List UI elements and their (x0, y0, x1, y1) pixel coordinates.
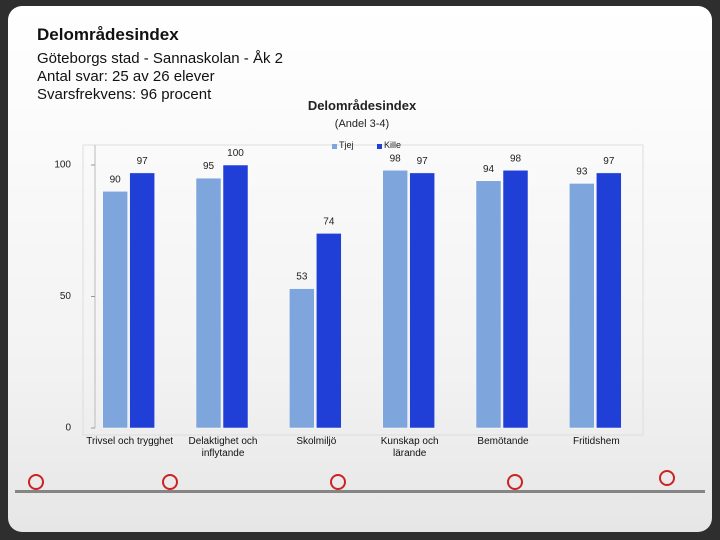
bar (195, 177, 222, 429)
chart-title: Delområdesindex (308, 98, 417, 113)
value-label: 74 (323, 216, 335, 227)
bar (316, 233, 342, 429)
value-label: 93 (576, 166, 588, 177)
value-label: 98 (510, 153, 522, 164)
bar (596, 172, 622, 429)
bar (222, 164, 249, 429)
value-label: 97 (603, 156, 615, 167)
bar (569, 183, 595, 429)
x-tick-label: Kunskap och lärande (380, 436, 439, 459)
y-tick-label: 0 (65, 423, 71, 434)
y-tick-label: 100 (54, 160, 71, 171)
value-label: 53 (296, 272, 308, 283)
bar (129, 172, 155, 429)
x-tick-label: Trivsel och trygghet (86, 436, 174, 447)
bar (409, 172, 435, 429)
x-tick-label: Skolmiljö (296, 436, 337, 447)
legend-label: Kille (384, 140, 401, 150)
chart-subtitle: (Andel 3-4) (335, 118, 389, 130)
bar (289, 288, 315, 429)
slide-title: Delområdesindex (37, 25, 179, 44)
bar (102, 191, 128, 429)
bar (475, 180, 502, 429)
y-tick-label: 50 (60, 291, 72, 302)
info-line: Svarsfrekvens: 96 procent (37, 86, 212, 103)
value-label: 94 (483, 164, 495, 175)
value-label: 95 (203, 161, 215, 172)
x-tick-label: Fritidshem (572, 436, 620, 447)
footer-decoration (15, 470, 705, 493)
value-label: 90 (110, 174, 122, 185)
info-line: Göteborgs stad - Sannaskolan - Åk 2 (37, 50, 283, 67)
x-tick-label: Bemötande (477, 436, 529, 447)
legend-swatch (332, 144, 337, 149)
value-label: 98 (390, 153, 402, 164)
plot-frame (82, 144, 644, 436)
value-label: 100 (227, 148, 244, 159)
legend-swatch (377, 144, 382, 149)
bar (502, 170, 529, 429)
value-label: 97 (137, 156, 149, 167)
bar (382, 170, 408, 429)
legend-label: Tjej (339, 140, 354, 150)
info-line: Antal svar: 25 av 26 elever (37, 68, 215, 85)
x-tick-label: Delaktighet och inflytande (188, 436, 258, 459)
value-label: 97 (417, 156, 429, 167)
